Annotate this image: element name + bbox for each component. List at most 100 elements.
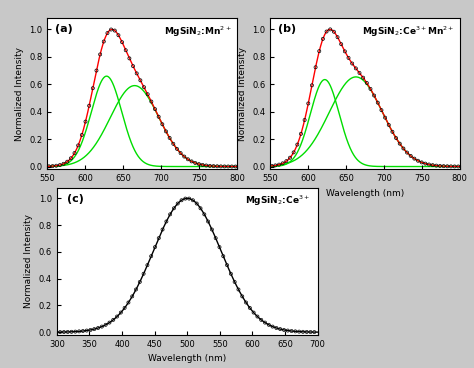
Point [195,161,203,167]
Point [337,41,345,47]
Point [455,163,462,169]
Point [250,309,257,315]
Point [421,161,429,167]
Point [341,49,349,54]
Point [352,66,360,71]
Point [288,328,295,334]
Point [378,107,385,113]
Point [126,56,133,61]
Point [269,323,276,329]
Point [96,52,104,57]
Point [323,29,330,35]
Point [111,28,118,33]
Point [170,141,177,147]
Point [283,158,290,164]
Point [202,163,210,169]
Point [407,153,414,159]
Point [212,235,219,241]
Point [191,160,199,166]
Point [316,48,323,54]
Point [284,328,292,333]
Point [389,129,396,135]
Point [293,142,301,148]
Point [68,329,75,335]
Point [279,160,286,166]
Point [228,163,236,169]
Point [275,162,283,167]
Point [310,329,318,335]
Point [155,235,163,241]
Point [133,70,140,76]
Point [49,163,56,169]
Point [268,163,275,169]
Point [181,153,188,159]
Text: (a): (a) [55,24,73,35]
Point [429,162,437,168]
Point [232,164,239,170]
Point [137,77,144,83]
Point [400,145,407,151]
Point [385,122,392,128]
Point [82,118,89,124]
Point [210,163,217,169]
Y-axis label: Normalized Intensity: Normalized Intensity [24,214,33,308]
Point [122,47,129,53]
Point [301,117,309,123]
Point [403,150,411,156]
Text: MgSiN$_2$:Ce$^{3+}$: MgSiN$_2$:Ce$^{3+}$ [245,194,310,208]
Point [115,32,122,38]
Point [100,39,108,45]
Text: MgSiN$_2$:Ce$^{3+}$Mn$^{2+}$: MgSiN$_2$:Ce$^{3+}$Mn$^{2+}$ [362,24,454,39]
Point [312,64,319,70]
Point [286,155,294,161]
Point [107,26,115,32]
Point [370,93,378,99]
Point [89,85,97,91]
Point [106,320,113,326]
Point [227,271,235,277]
Point [238,293,246,299]
Point [221,163,228,169]
Point [94,325,102,331]
Point [113,314,121,319]
Text: (c): (c) [67,194,84,204]
Point [91,326,98,332]
Point [147,253,155,259]
Point [348,61,356,67]
Point [72,329,79,335]
Point [363,80,371,86]
Point [173,146,181,152]
Point [201,211,208,217]
Point [307,329,314,335]
Point [78,132,86,138]
Point [396,141,403,146]
Point [272,162,279,168]
Point [224,163,232,169]
Point [166,135,173,141]
Point [276,326,284,332]
Point [425,162,433,167]
Text: (b): (b) [278,24,296,35]
Point [93,68,100,74]
Point [140,271,147,277]
Point [265,322,273,328]
Point [170,205,178,211]
Point [117,309,125,315]
Point [257,317,265,323]
Point [327,26,334,32]
X-axis label: Wavelength (nm): Wavelength (nm) [103,189,182,198]
Point [75,328,83,334]
Point [64,159,71,164]
Point [83,328,91,333]
Point [185,196,193,202]
Point [64,329,72,335]
Point [208,227,216,233]
Point [109,317,117,323]
Point [45,163,53,169]
Point [102,322,109,328]
Point [189,197,197,203]
Point [132,287,140,293]
Point [188,159,195,164]
Point [432,163,440,169]
Point [166,211,174,217]
